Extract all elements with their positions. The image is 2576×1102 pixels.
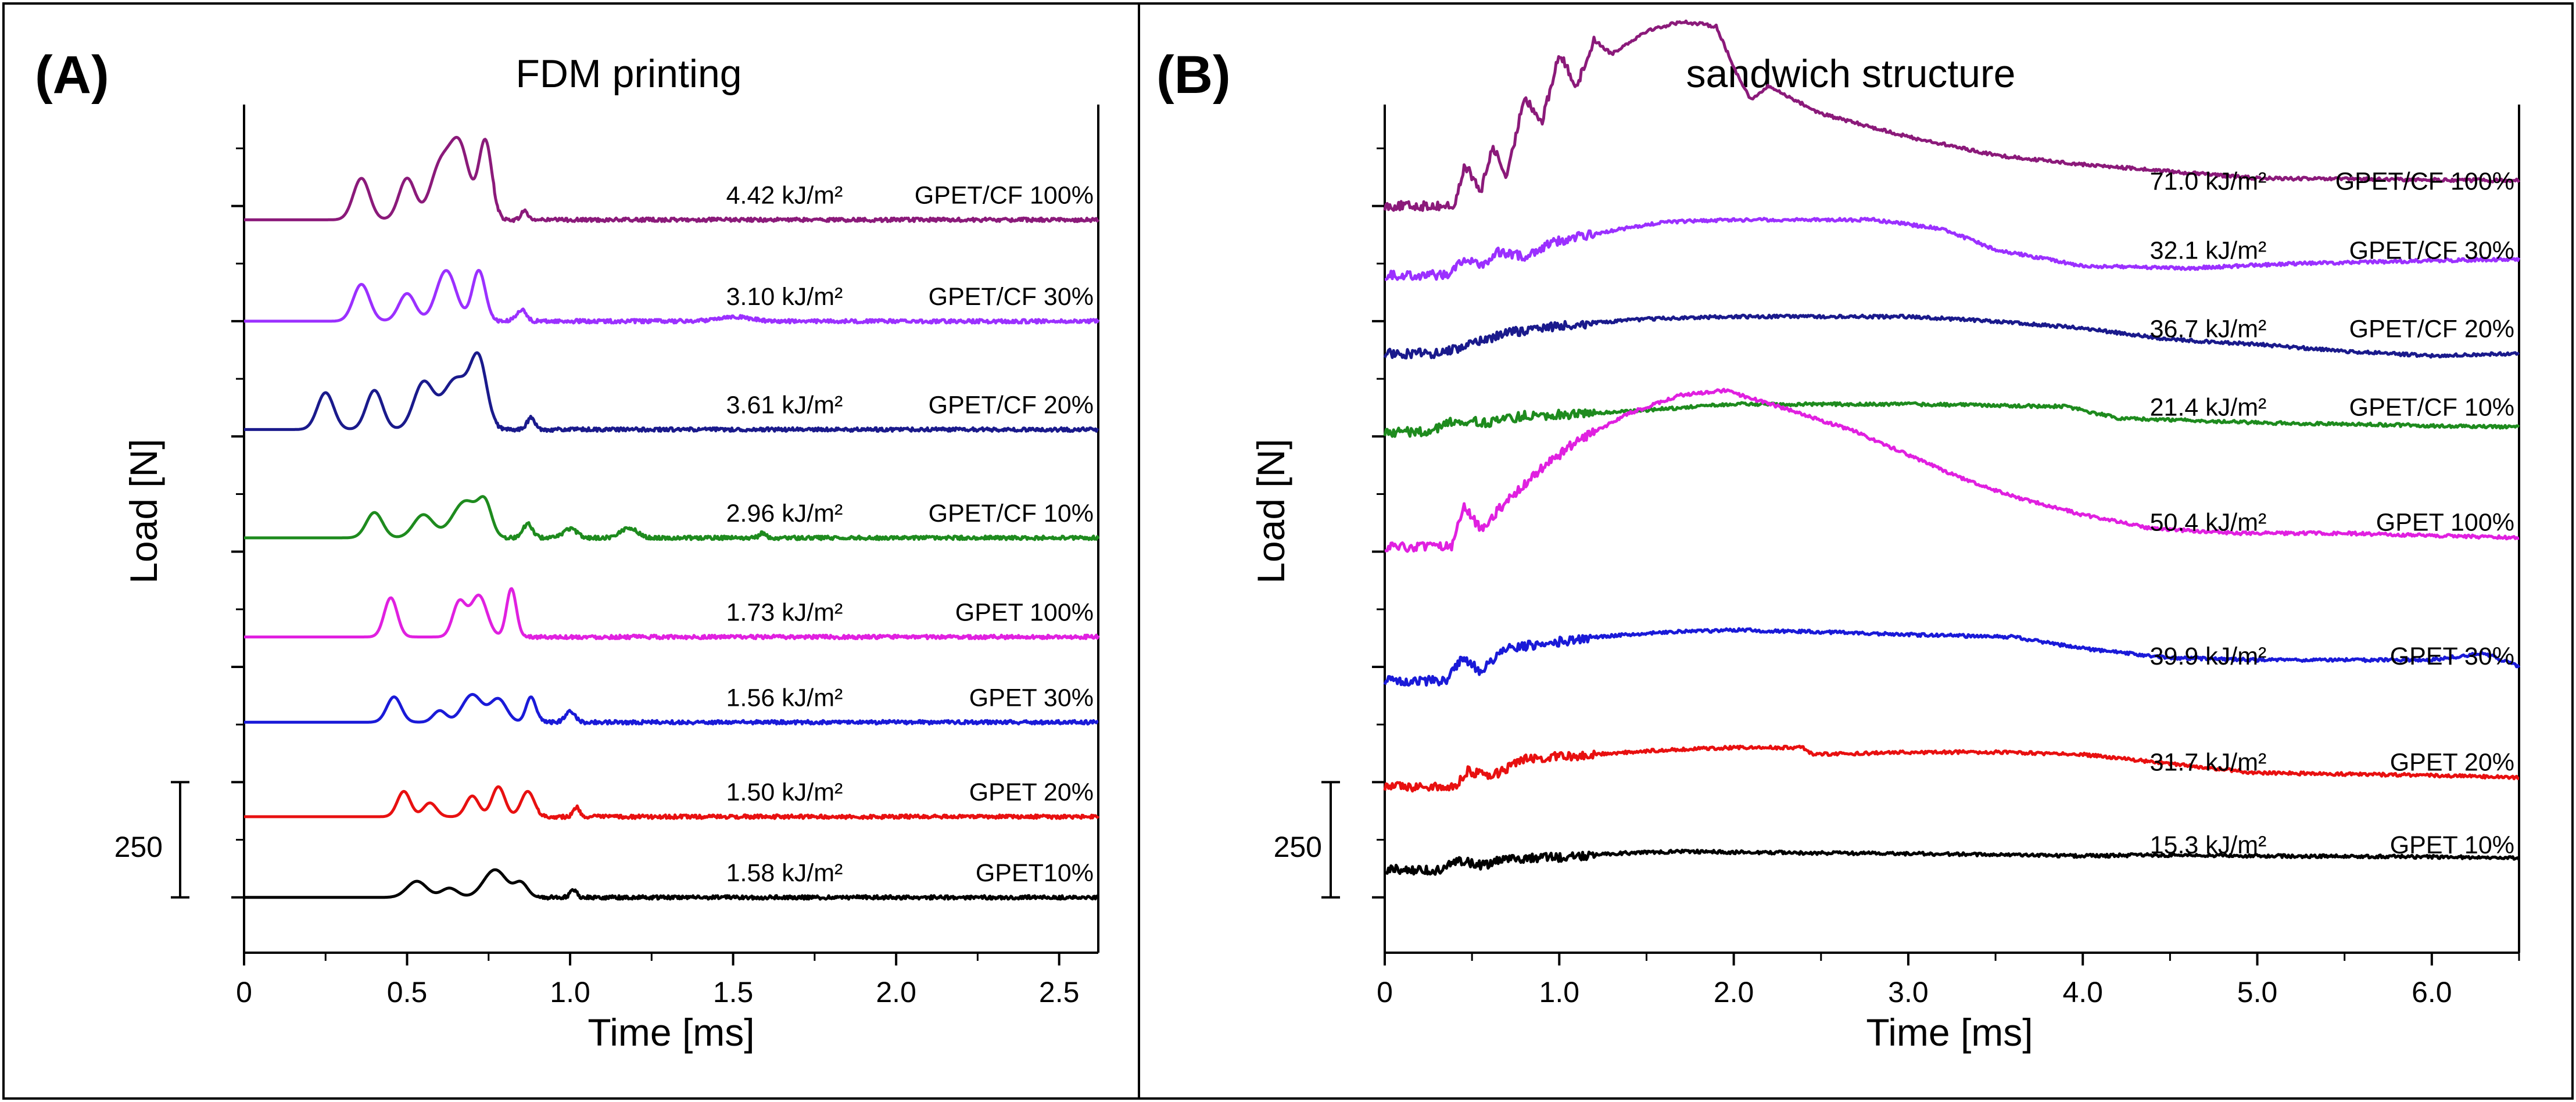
panel-b-x-tick-label: 3.0	[1888, 976, 1929, 1008]
panel-a-energy-label: 1.56 kJ/m²	[726, 684, 843, 712]
panel-a-x-tick-label: 0.5	[387, 976, 428, 1008]
panel-a-series-label: GPET 20%	[969, 778, 1094, 806]
panel-a-energy-label: 3.61 kJ/m²	[726, 391, 843, 419]
panel-a: (A) FDM printing Load [N] Time [ms] 250 …	[35, 45, 1100, 1054]
panel-a-title: FDM printing	[515, 52, 741, 96]
panel-b-series-label: GPET 10%	[2390, 831, 2514, 859]
panel-b-series-line	[1384, 848, 2521, 876]
panel-a-series-line	[243, 351, 1099, 433]
panel-a-energy-label: 3.10 kJ/m²	[726, 283, 843, 311]
panel-a-series-label: GPET 30%	[969, 684, 1094, 712]
panel-b-series-line	[1384, 217, 2521, 281]
panel-b-energy-label: 31.7 kJ/m²	[2150, 748, 2267, 776]
panel-b-energy-label: 71.0 kJ/m²	[2150, 168, 2267, 196]
panel-a-energy-label: 2.96 kJ/m²	[726, 500, 843, 527]
panel-b-ylabel: Load [N]	[1249, 439, 1292, 584]
panel-b-energy-label: 39.9 kJ/m²	[2150, 642, 2267, 670]
panel-b-x-tick-label: 1.0	[1539, 976, 1580, 1008]
panel-a-series-line	[243, 268, 1100, 325]
panel-b-xlabel: Time [ms]	[1866, 1011, 2033, 1054]
panel-b-x-tick-label: 5.0	[2237, 976, 2278, 1008]
panel-a-x-tick-label: 1.0	[550, 976, 590, 1008]
panel-b-series-label: GPET/CF 20%	[2349, 315, 2514, 343]
panel-b-energy-label: 32.1 kJ/m²	[2150, 237, 2267, 265]
panel-a-letter: (A)	[35, 45, 109, 105]
panel-b-series-line	[1383, 627, 2521, 687]
panel-b-letter: (B)	[1156, 45, 1231, 105]
panel-b-series-line	[1383, 744, 2520, 793]
panel-a-x-tick-label: 1.5	[713, 976, 754, 1008]
panel-b-plot: 0 1.0 2.0 3.0 4.0 5.0 6.0 71.0 kJ/m² GPET/CF 100…	[1321, 19, 2521, 1008]
panel-a-x-tick-label: 2.0	[876, 976, 916, 1008]
panel-a-series-line	[243, 692, 1099, 726]
panel-a-series-line	[243, 495, 1100, 541]
panel-a-energy-label: 1.58 kJ/m²	[726, 859, 843, 887]
panel-b-scale-label: 250	[1274, 831, 1322, 863]
panel-b-title: sandwich structure	[1686, 52, 2016, 96]
panel-a-xlabel: Time [ms]	[587, 1011, 754, 1054]
panel-a-series-line	[243, 587, 1100, 641]
panel-b-series-label: GPET 20%	[2390, 748, 2514, 776]
panel-a-series-line	[243, 868, 1100, 901]
panel-b-x-tick-label: 0	[1377, 976, 1393, 1008]
panel-b-energy-label: 50.4 kJ/m²	[2150, 509, 2267, 537]
panel-a-series-line	[243, 135, 1100, 223]
panel-a-plot: 0 0.5 1.0 1.5 2.0 2.5 4.42 kJ/m² GPET/CF 100% 3.…	[171, 105, 1100, 1008]
panel-a-x-tick-label: 2.5	[1039, 976, 1080, 1008]
panel-b-series-label: GPET/CF 100%	[2335, 168, 2514, 196]
panel-a-x-tick-label: 0	[236, 976, 252, 1008]
panel-b-series-label: GPET 100%	[2376, 509, 2514, 537]
panel-b-series-label: GPET 30%	[2390, 642, 2514, 670]
panel-a-series-label: GPET/CF 30%	[929, 283, 1094, 311]
panel-b: (B) sandwich structure Load [N] Time [ms…	[1156, 19, 2521, 1054]
panel-a-series-label: GPET 100%	[955, 598, 1094, 626]
panel-a-series-label: GPET/CF 20%	[929, 391, 1094, 419]
panel-a-ylabel: Load [N]	[122, 439, 165, 584]
panel-a-energy-label: 4.42 kJ/m²	[726, 181, 843, 209]
panel-a-series-line	[243, 785, 1100, 820]
panel-a-series-label: GPET10%	[976, 859, 1094, 887]
panel-b-series-line	[1383, 19, 2521, 212]
panel-b-series-label: GPET/CF 10%	[2349, 393, 2514, 421]
panel-b-x-tick-label: 2.0	[1714, 976, 1754, 1008]
panel-a-energy-label: 1.73 kJ/m²	[726, 598, 843, 626]
panel-a-series-label: GPET/CF 100%	[915, 181, 1094, 209]
panel-b-series-line	[1383, 401, 2520, 438]
panel-a-energy-label: 1.50 kJ/m²	[726, 778, 843, 806]
panel-b-series-line	[1383, 313, 2520, 360]
panel-b-energy-label: 36.7 kJ/m²	[2150, 315, 2267, 343]
panel-a-series-label: GPET/CF 10%	[929, 500, 1094, 527]
panel-b-energy-label: 21.4 kJ/m²	[2150, 393, 2267, 421]
panel-b-series-line	[1384, 387, 2520, 553]
panel-b-energy-label: 15.3 kJ/m²	[2150, 831, 2267, 859]
panel-b-x-tick-label: 4.0	[2062, 976, 2103, 1008]
panel-b-series-label: GPET/CF 30%	[2349, 237, 2514, 265]
panel-b-x-tick-label: 6.0	[2412, 976, 2452, 1008]
panel-a-scale-label: 250	[114, 831, 163, 863]
